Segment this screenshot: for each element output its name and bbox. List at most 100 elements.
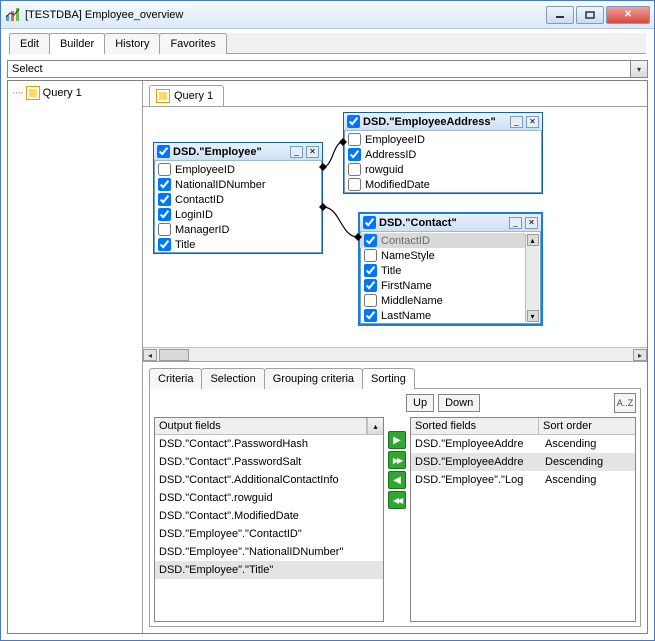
table-header[interactable]: DSD."EmployeeAddress"_✕ xyxy=(344,113,542,131)
output-field-row[interactable]: DSD."Contact".rowguid xyxy=(155,489,383,507)
sorted-fields-list[interactable]: Sorted fields Sort order DSD."EmployeeAd… xyxy=(410,417,636,622)
sorted-field-row[interactable]: DSD."Employee"."LogAscending xyxy=(411,471,635,489)
output-field-row[interactable]: DSD."Contact".AdditionalContactInfo xyxy=(155,471,383,489)
column-checkbox[interactable] xyxy=(348,148,361,161)
move-left-button[interactable]: ◀ xyxy=(388,471,406,489)
tab-edit[interactable]: Edit xyxy=(9,33,50,54)
scroll-thumb[interactable] xyxy=(159,349,189,361)
column-name: LastName xyxy=(381,310,431,322)
main-tabs: Edit Builder History Favorites xyxy=(9,33,646,54)
output-dropdown-button[interactable]: ▴ xyxy=(367,418,383,434)
sub-tab-query1[interactable]: Query 1 xyxy=(149,85,224,106)
output-fields-list[interactable]: Output fields ▴ DSD."Contact".PasswordHa… xyxy=(154,417,384,622)
output-field-row[interactable]: DSD."Contact".PasswordHash xyxy=(155,435,383,453)
table-column[interactable]: rowguid xyxy=(344,162,542,177)
table-column[interactable]: ModifiedDate xyxy=(344,177,542,192)
table-body: ContactIDNameStyle TitleFirstNameMiddleNa… xyxy=(360,232,541,324)
table-column[interactable]: LastName xyxy=(360,308,525,323)
column-checkbox[interactable] xyxy=(158,163,171,176)
table-column[interactable]: FirstName xyxy=(360,278,525,293)
table-min-button[interactable]: _ xyxy=(510,116,523,128)
tab-history[interactable]: History xyxy=(104,33,160,54)
table-header[interactable]: DSD."Contact"_✕ xyxy=(360,214,541,232)
table-contact[interactable]: DSD."Contact"_✕ContactIDNameStyle TitleFi… xyxy=(358,212,543,326)
output-field-row[interactable]: DSD."Contact".ModifiedDate xyxy=(155,507,383,525)
table-column[interactable]: NameStyle xyxy=(360,248,525,263)
move-all-left-button[interactable]: ◀◀ xyxy=(388,491,406,509)
table-column[interactable]: EmployeeID xyxy=(344,132,542,147)
output-field-row[interactable]: DSD."Employee"."Title" xyxy=(155,561,383,579)
column-checkbox[interactable] xyxy=(158,238,171,251)
column-checkbox[interactable] xyxy=(158,208,171,221)
table-column[interactable]: ContactID xyxy=(154,192,322,207)
tab-favorites[interactable]: Favorites xyxy=(159,33,226,54)
column-checkbox[interactable] xyxy=(364,309,377,322)
column-name: ManagerID xyxy=(175,224,229,236)
table-min-button[interactable]: _ xyxy=(290,146,303,158)
sorted-field-row[interactable]: DSD."EmployeeAddreAscending xyxy=(411,435,635,453)
column-checkbox[interactable] xyxy=(158,223,171,236)
table-checkbox[interactable] xyxy=(363,216,376,229)
column-checkbox[interactable] xyxy=(348,163,361,176)
sort-toolbar: Up Down A..Z xyxy=(406,393,636,413)
tab-grouping[interactable]: Grouping criteria xyxy=(264,368,363,389)
tab-sorting[interactable]: Sorting xyxy=(362,368,415,389)
table-checkbox[interactable] xyxy=(157,145,170,158)
table-column[interactable]: Title xyxy=(360,263,525,278)
table-checkbox[interactable] xyxy=(347,115,360,128)
scroll-left-button[interactable] xyxy=(143,349,157,361)
table-close-button[interactable]: ✕ xyxy=(525,217,538,229)
sort-order-header: Sort order xyxy=(539,418,635,434)
table-min-button[interactable]: _ xyxy=(509,217,522,229)
select-dropdown-button[interactable] xyxy=(631,60,648,78)
table-close-button[interactable]: ✕ xyxy=(526,116,539,128)
column-checkbox[interactable] xyxy=(364,249,377,262)
table-column[interactable]: LoginID xyxy=(154,207,322,222)
column-checkbox[interactable] xyxy=(364,294,377,307)
tree-item[interactable]: ···· Query 1 xyxy=(10,85,140,101)
scroll-up-button[interactable]: ▴ xyxy=(527,234,539,246)
minimize-button[interactable] xyxy=(546,6,574,24)
table-column[interactable]: Title xyxy=(154,237,322,252)
table-column[interactable]: ContactID xyxy=(360,233,525,248)
column-name: Title xyxy=(381,265,401,277)
down-button[interactable]: Down xyxy=(438,394,480,412)
maximize-button[interactable] xyxy=(576,6,604,24)
canvas[interactable]: DSD."Employee"_✕EmployeeIDNationalIDNumb… xyxy=(143,107,647,347)
column-checkbox[interactable] xyxy=(348,178,361,191)
tab-builder[interactable]: Builder xyxy=(49,33,105,54)
table-scrollbar[interactable]: ▴▾ xyxy=(525,234,539,322)
output-field-row[interactable]: DSD."Employee"."ContactID" xyxy=(155,525,383,543)
table-column[interactable]: EmployeeID xyxy=(154,162,322,177)
table-column[interactable]: AddressID xyxy=(344,147,542,162)
move-all-right-button[interactable]: ▶▶ xyxy=(388,451,406,469)
sorted-field-row[interactable]: DSD."EmployeeAddreDescending xyxy=(411,453,635,471)
output-fields-header: Output fields xyxy=(155,418,367,434)
table-employee_address[interactable]: DSD."EmployeeAddress"_✕EmployeeIDAddress… xyxy=(343,112,543,194)
titlebar[interactable]: [TESTDBA] Employee_overview ✕ xyxy=(1,1,654,29)
scroll-down-button[interactable]: ▾ xyxy=(527,310,539,322)
tab-selection[interactable]: Selection xyxy=(201,368,264,389)
column-checkbox[interactable] xyxy=(364,264,377,277)
close-button[interactable]: ✕ xyxy=(606,6,650,24)
table-column[interactable]: MiddleName xyxy=(360,293,525,308)
column-checkbox[interactable] xyxy=(348,133,361,146)
column-checkbox[interactable] xyxy=(364,279,377,292)
up-button[interactable]: Up xyxy=(406,394,434,412)
table-column[interactable]: ManagerID xyxy=(154,222,322,237)
column-checkbox[interactable] xyxy=(364,234,377,247)
table-column[interactable]: NationalIDNumber xyxy=(154,177,322,192)
table-employee[interactable]: DSD."Employee"_✕EmployeeIDNationalIDNumb… xyxy=(153,142,323,254)
az-sort-button[interactable]: A..Z xyxy=(614,393,636,413)
tab-criteria[interactable]: Criteria xyxy=(149,368,202,389)
move-right-button[interactable]: ▶ xyxy=(388,431,406,449)
output-field-row[interactable]: DSD."Contact".PasswordSalt xyxy=(155,453,383,471)
select-field[interactable]: Select xyxy=(7,60,631,78)
column-checkbox[interactable] xyxy=(158,178,171,191)
table-header[interactable]: DSD."Employee"_✕ xyxy=(154,143,322,161)
column-checkbox[interactable] xyxy=(158,193,171,206)
table-close-button[interactable]: ✕ xyxy=(306,146,319,158)
scroll-right-button[interactable] xyxy=(633,349,647,361)
output-field-row[interactable]: DSD."Employee"."NationalIDNumber" xyxy=(155,543,383,561)
horizontal-scrollbar[interactable] xyxy=(143,347,647,361)
